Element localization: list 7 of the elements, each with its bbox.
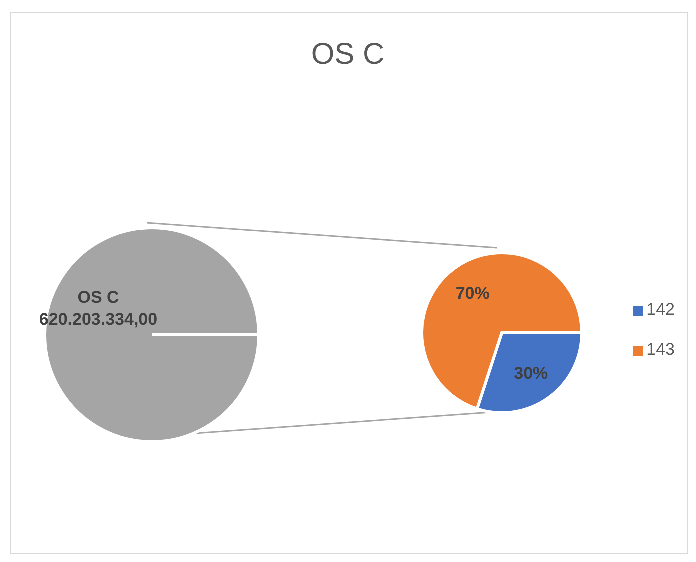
slice-label: OS C: [78, 288, 120, 307]
text: OS C: [310, 38, 386, 72]
pie-slice: [420, 252, 584, 411]
data-label: 30%: [514, 364, 548, 384]
legend-label: 142: [646, 300, 675, 319]
data-label: 70%: [456, 284, 490, 303]
legend-label: 143: [646, 340, 675, 359]
